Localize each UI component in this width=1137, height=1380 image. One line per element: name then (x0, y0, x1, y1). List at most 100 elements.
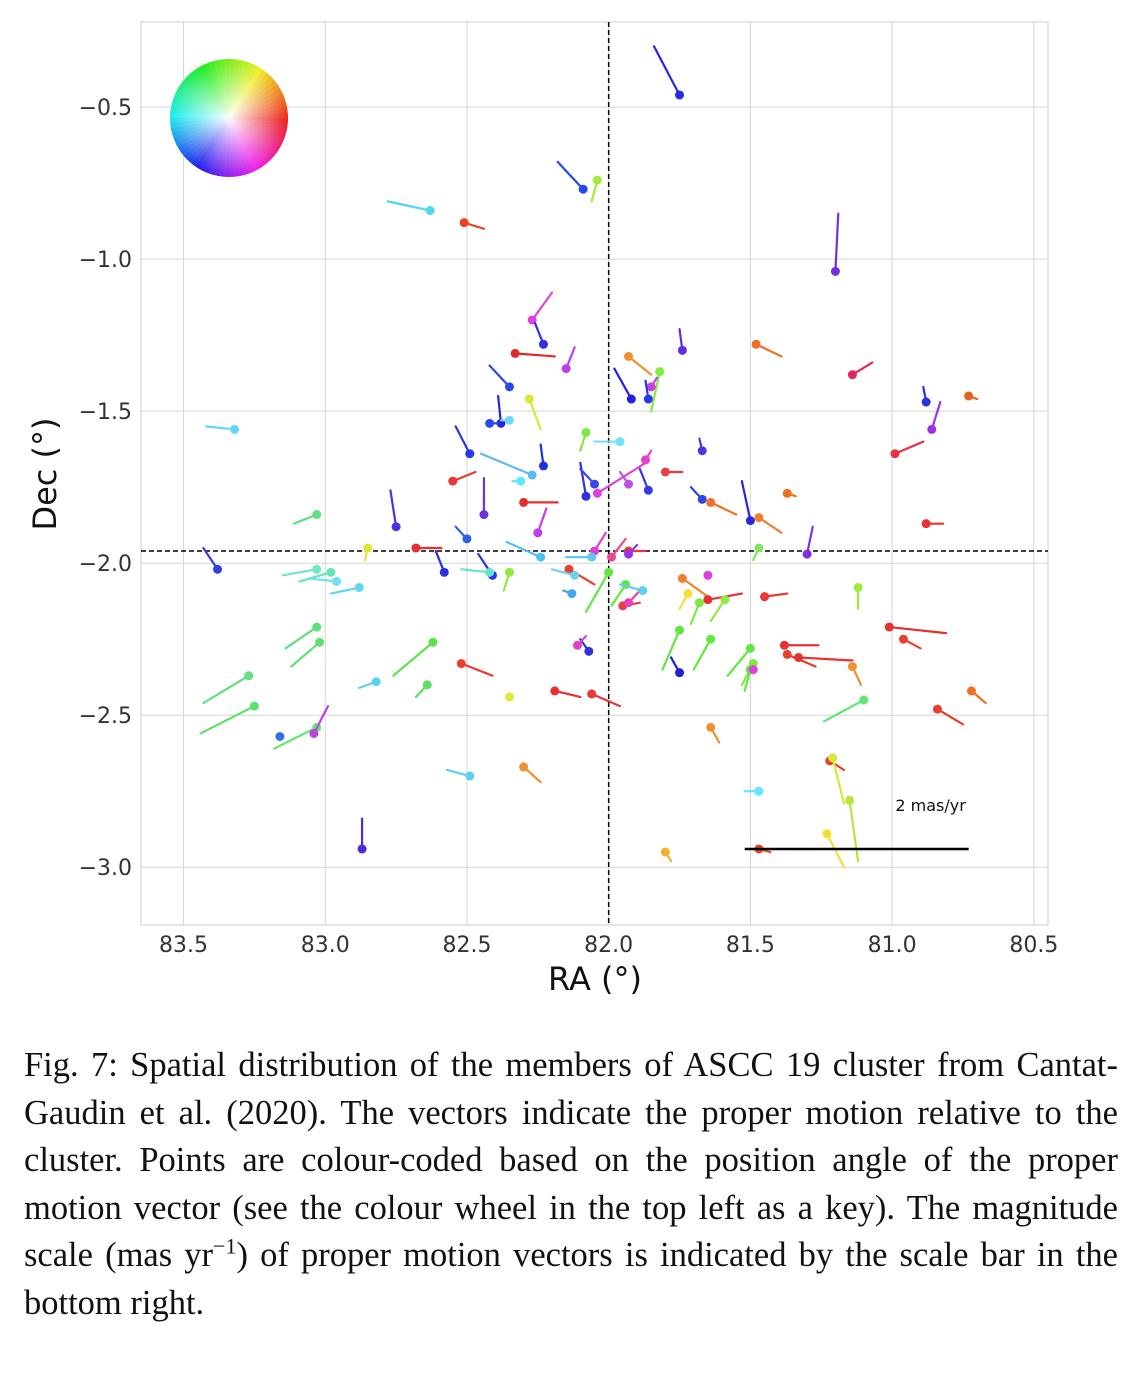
member-point (643, 485, 653, 495)
member-point (465, 449, 475, 459)
proper-motion-vector (488, 364, 511, 388)
member-point (550, 686, 560, 696)
member-point (581, 427, 591, 437)
star-member (411, 543, 443, 553)
star-member (966, 686, 987, 705)
member-point (230, 424, 240, 434)
star-member (205, 424, 240, 434)
member-point (748, 665, 758, 675)
y-tick-label: −1.5 (79, 400, 132, 425)
x-tick-label: 81.0 (868, 933, 917, 958)
member-point (570, 570, 580, 580)
proper-motion-vector (596, 461, 647, 495)
member-point (675, 668, 685, 678)
member-point (683, 589, 693, 599)
star-member (697, 437, 707, 456)
star-member (643, 379, 653, 404)
star-member (579, 427, 591, 452)
y-tick-label: −2.5 (79, 704, 132, 729)
star-member (292, 510, 322, 525)
star-member (538, 443, 548, 471)
proper-motion-vector (505, 540, 542, 559)
star-member (624, 543, 639, 559)
proper-motion-vector (392, 641, 435, 677)
star-member (898, 634, 922, 650)
member-point (363, 543, 373, 553)
proper-motion-vector (822, 698, 865, 723)
proper-motion-vector (290, 641, 321, 668)
star-member (802, 525, 814, 559)
member-point (706, 634, 716, 644)
star-member (533, 507, 548, 538)
member-point (448, 476, 458, 486)
proper-motion-vector (726, 647, 752, 677)
star-member (363, 543, 373, 562)
star-member (740, 480, 755, 526)
member-point (830, 266, 840, 276)
star-member (480, 452, 537, 480)
star-member (927, 400, 942, 434)
star-member (748, 665, 758, 675)
star-member (847, 662, 863, 686)
y-tick-labels: −0.5 −1.0 −1.5 −2.0 −2.5 −3.0 (79, 96, 132, 881)
star-member (921, 519, 945, 529)
star-member (677, 573, 709, 598)
star-member (202, 671, 254, 705)
proper-motion-vector (480, 452, 534, 477)
member-point (822, 829, 832, 839)
star-member (510, 348, 556, 358)
proper-motion-vector (627, 355, 653, 376)
star-member (499, 415, 514, 425)
member-point (607, 552, 617, 562)
member-point (567, 589, 577, 599)
star-member (638, 467, 653, 495)
proper-motion-vector (650, 370, 661, 413)
member-point (312, 510, 322, 520)
member-point (439, 567, 449, 577)
member-point (697, 494, 707, 504)
member-point (615, 437, 625, 447)
member-point (706, 722, 716, 732)
member-point (890, 449, 900, 459)
star-member (692, 634, 716, 671)
member-point (411, 543, 421, 553)
star-member (587, 689, 622, 708)
star-member (392, 637, 438, 677)
star-member (884, 622, 948, 635)
member-point (275, 731, 285, 741)
star-member (572, 635, 588, 650)
proper-motion-vector (681, 577, 709, 598)
proper-motion-vector (531, 291, 554, 322)
member-point (660, 847, 670, 857)
star-member (389, 489, 401, 532)
proper-motion-vector (528, 397, 542, 431)
member-point (312, 622, 322, 632)
member-point (524, 394, 534, 404)
star-member (309, 704, 330, 738)
proper-motion-vector (454, 425, 471, 455)
star-member (290, 637, 325, 668)
member-point (964, 391, 974, 401)
member-point (624, 598, 634, 608)
member-point (561, 364, 571, 374)
member-point (425, 206, 435, 216)
star-member (329, 583, 364, 595)
x-tick-label: 81.5 (726, 933, 775, 958)
star-member (779, 640, 820, 650)
member-point (847, 370, 857, 380)
star-member (706, 722, 721, 744)
star-member (618, 470, 634, 489)
cluster-center-lines (141, 22, 1048, 925)
member-point (782, 488, 792, 498)
star-member (592, 461, 647, 498)
member-point (703, 570, 713, 580)
proper-motion-vector (514, 352, 556, 358)
star-member (660, 847, 673, 863)
member-point (932, 704, 942, 714)
star-member (550, 568, 580, 580)
proper-motion-vector (389, 489, 398, 528)
star-member (565, 552, 597, 562)
member-point (578, 184, 588, 194)
star-member (689, 486, 707, 504)
member-point (485, 418, 495, 428)
